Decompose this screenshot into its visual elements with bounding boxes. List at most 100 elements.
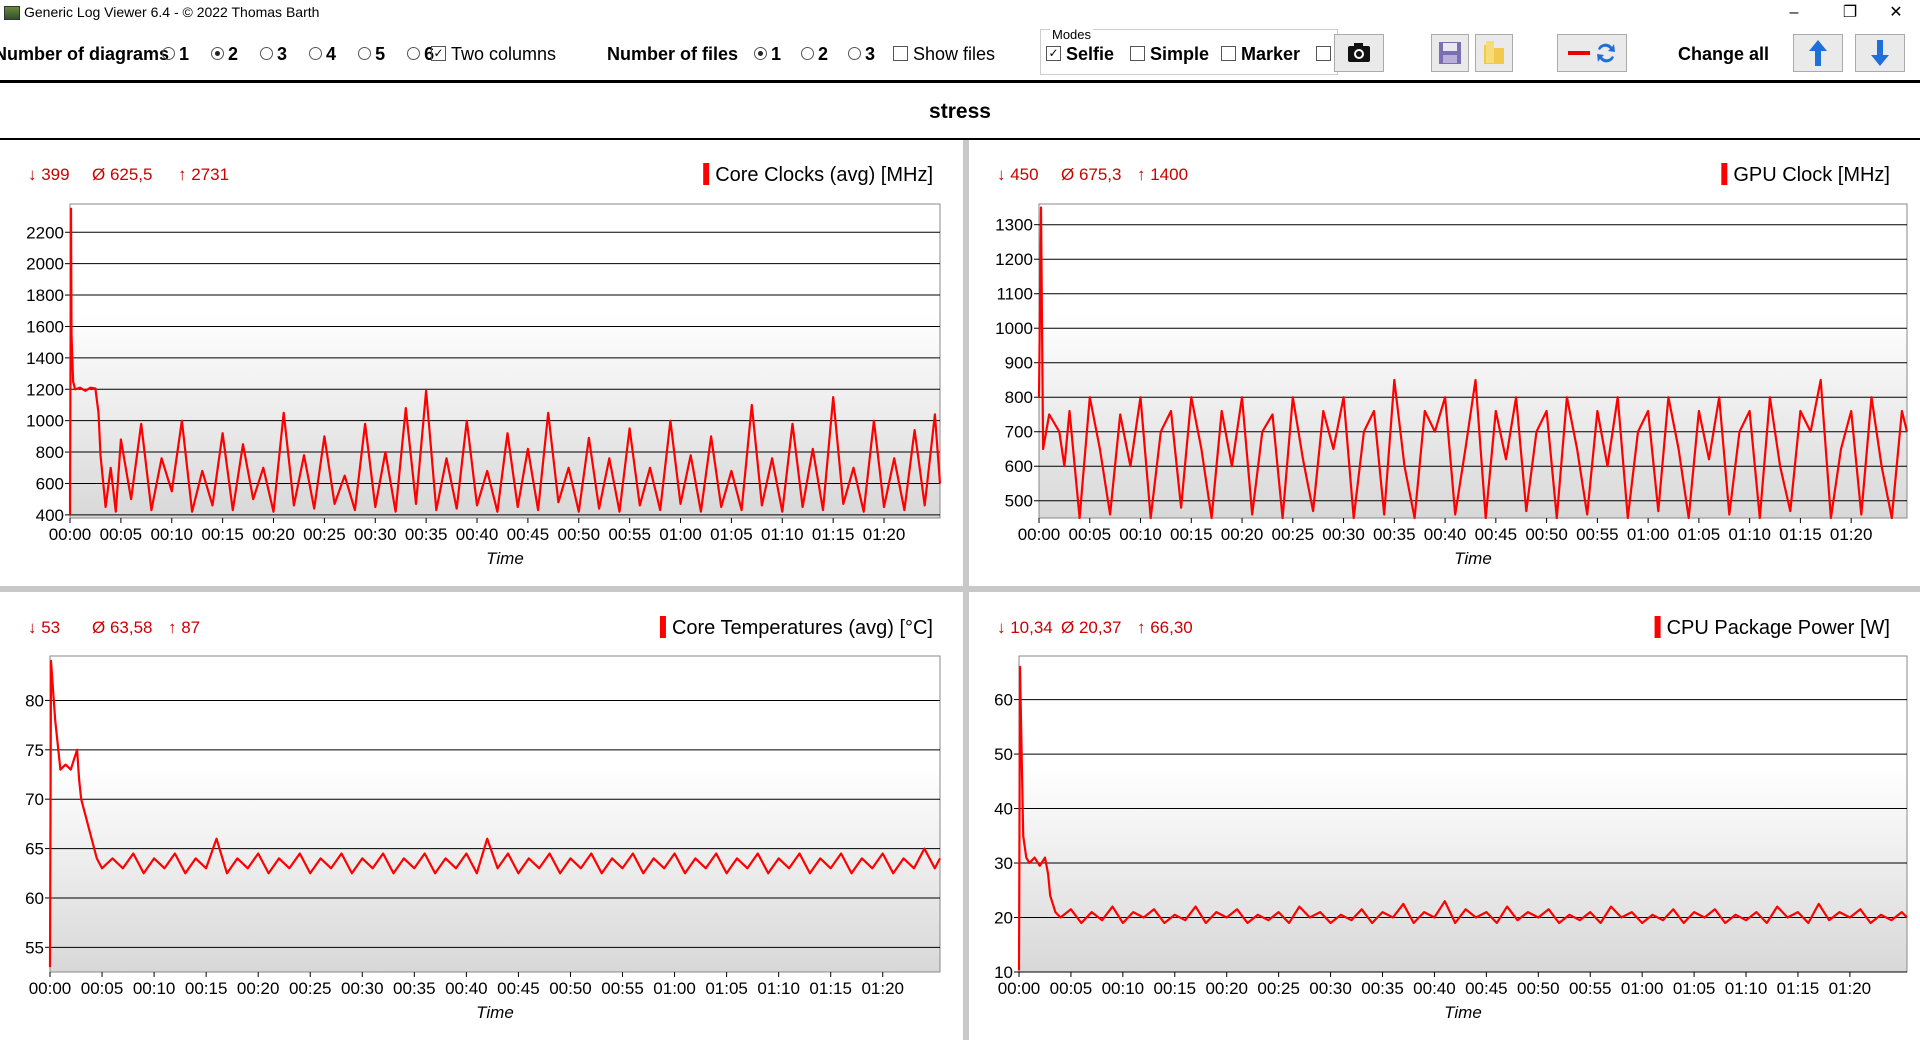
y-tick-label: 20 xyxy=(994,909,1013,928)
toolbar-divider xyxy=(0,80,1920,83)
x-tick-label: 00:25 xyxy=(289,979,332,998)
stats-avg: Ø 625,5 xyxy=(92,165,153,184)
simple-checkbox[interactable]: Simple xyxy=(1130,42,1209,66)
y-tick-label: 1200 xyxy=(26,380,64,399)
x-tick-label: 01:10 xyxy=(757,979,800,998)
minimize-button[interactable]: – xyxy=(1789,4,1799,21)
x-tick-label: 00:00 xyxy=(1018,525,1061,544)
files-radio-indicator xyxy=(754,46,767,60)
selfie-checkbox[interactable]: ✓ Selfie xyxy=(1046,42,1114,66)
diagrams-radio-4[interactable]: 4 xyxy=(309,44,336,64)
x-tick-label: 01:05 xyxy=(705,979,748,998)
x-tick-label: 01:05 xyxy=(710,525,753,544)
x-tick-label: 00:05 xyxy=(1068,525,1111,544)
files-radio-label: 3 xyxy=(865,44,876,64)
y-tick-label: 1300 xyxy=(995,216,1033,235)
move-up-button[interactable] xyxy=(1793,34,1843,72)
y-tick-label: 700 xyxy=(1005,423,1033,442)
x-tick-label: 01:10 xyxy=(1725,979,1768,998)
x-tick-label: 00:20 xyxy=(1205,979,1248,998)
stats-max: ↑ 1400 xyxy=(1137,165,1188,184)
diagrams-radio-label: 1 xyxy=(179,44,190,64)
series-color-marker xyxy=(1721,163,1728,185)
y-tick-label: 500 xyxy=(1005,492,1033,511)
modes-label: Modes xyxy=(1050,27,1094,42)
two-columns-check-icon: ✓ xyxy=(431,45,446,61)
restore-button[interactable]: ❐ xyxy=(1842,4,1858,21)
x-tick-label: 00:40 xyxy=(1413,979,1456,998)
series-color-marker xyxy=(659,616,666,638)
y-tick-label: 70 xyxy=(25,790,44,809)
camera-button[interactable] xyxy=(1334,34,1384,72)
y-tick-label: 1100 xyxy=(996,285,1033,304)
selfie-label: Selfie xyxy=(1066,44,1115,64)
x-tick-label: 00:30 xyxy=(1309,979,1352,998)
files-radio-1[interactable]: 1 xyxy=(754,44,781,64)
move-down-button[interactable] xyxy=(1855,34,1905,72)
line-swap-icon xyxy=(1568,43,1615,63)
x-tick-label: 01:15 xyxy=(809,979,852,998)
folder-icon xyxy=(1484,41,1504,64)
show-files-checkbox[interactable]: Show files xyxy=(893,42,995,66)
x-tick-label: 01:05 xyxy=(1678,525,1721,544)
file-count-group: 1 2 3 xyxy=(754,42,895,66)
y-tick-label: 75 xyxy=(25,741,44,760)
x-tick-label: 01:00 xyxy=(1627,525,1670,544)
y-tick-label: 2000 xyxy=(26,255,64,274)
x-tick-label: 00:35 xyxy=(393,979,436,998)
arrow-down-icon xyxy=(1871,40,1889,66)
diagram-count-group: 1 2 3 4 5 6 xyxy=(162,42,456,66)
x-tick-label: 00:00 xyxy=(49,525,92,544)
diagrams-radio-indicator xyxy=(309,46,323,60)
save-button[interactable] xyxy=(1431,34,1469,72)
x-tick-label: 00:55 xyxy=(1569,979,1612,998)
x-tick-label: 01:05 xyxy=(1673,979,1716,998)
x-tick-label: 00:10 xyxy=(1102,979,1145,998)
x-tick-label: 00:40 xyxy=(456,525,499,544)
stats-max: ↑ 87 xyxy=(168,618,200,637)
two-columns-checkbox[interactable]: ✓ Two columns xyxy=(431,42,556,66)
close-button[interactable]: ✕ xyxy=(1889,4,1903,21)
diagrams-radio-indicator xyxy=(162,46,175,60)
x-tick-label: 00:00 xyxy=(998,979,1041,998)
extra-checkbox[interactable] xyxy=(1316,42,1336,66)
x-tick-label: 00:20 xyxy=(252,525,295,544)
files-radio-3[interactable]: 3 xyxy=(848,44,875,64)
series-line xyxy=(68,207,942,515)
stats-avg: Ø 20,37 xyxy=(1061,618,1122,637)
x-tick-label: 00:15 xyxy=(1170,525,1213,544)
diagrams-radio-indicator xyxy=(407,46,421,60)
chart-title: Core Temperatures (avg) [°C] xyxy=(672,617,933,639)
x-tick-label: 00:35 xyxy=(1373,525,1416,544)
plot-area xyxy=(49,655,941,973)
y-tick-label: 1200 xyxy=(995,250,1033,269)
x-tick-label: 00:10 xyxy=(150,525,193,544)
diagrams-radio-2[interactable]: 2 xyxy=(211,44,238,64)
change-all-label: Change all xyxy=(1678,44,1770,64)
diagrams-radio-5[interactable]: 5 xyxy=(358,44,385,64)
line-swap-button[interactable] xyxy=(1557,34,1627,72)
open-button[interactable] xyxy=(1475,34,1513,72)
diagrams-radio-6[interactable]: 6 xyxy=(407,44,434,64)
x-tick-label: 01:15 xyxy=(1779,525,1822,544)
x-tick-label: 00:45 xyxy=(1465,979,1508,998)
chart-title: GPU Clock [MHz] xyxy=(1733,164,1890,186)
x-tick-label: 00:40 xyxy=(445,979,488,998)
x-tick-label: 00:15 xyxy=(185,979,228,998)
diagrams-radio-indicator xyxy=(358,46,372,60)
y-tick-label: 1800 xyxy=(26,286,64,305)
files-radio-2[interactable]: 2 xyxy=(801,44,828,64)
x-tick-label: 00:30 xyxy=(341,979,384,998)
x-tick-label: 01:10 xyxy=(761,525,804,544)
y-tick-label: 1000 xyxy=(26,412,64,431)
x-tick-label: 00:10 xyxy=(133,979,176,998)
y-tick-label: 60 xyxy=(25,889,44,908)
horizontal-splitter[interactable] xyxy=(0,586,1920,592)
x-tick-label: 00:00 xyxy=(29,979,72,998)
diagrams-radio-1[interactable]: 1 xyxy=(162,44,189,64)
y-tick-label: 40 xyxy=(994,800,1013,819)
diagrams-radio-3[interactable]: 3 xyxy=(260,44,287,64)
y-tick-label: 400 xyxy=(36,506,64,525)
diagrams-radio-label: 4 xyxy=(326,44,337,64)
marker-checkbox[interactable]: Marker xyxy=(1221,42,1300,66)
